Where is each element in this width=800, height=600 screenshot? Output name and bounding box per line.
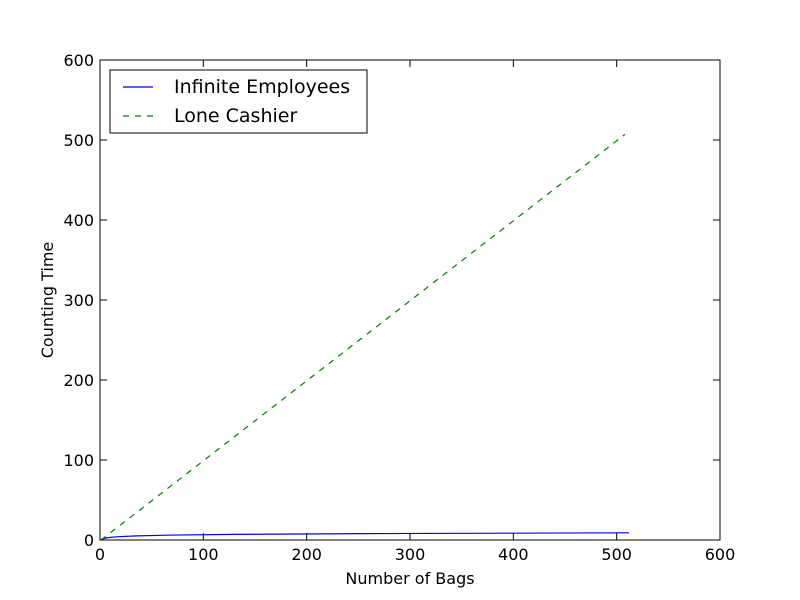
x-tick-label-500: 500: [601, 545, 632, 564]
y-tick-label-200: 200: [63, 371, 94, 390]
ticks-layer: 0 100 200 300 400 500 600 0 100 200 300 400 500 600: [63, 51, 735, 564]
y-tick-label-100: 100: [63, 451, 94, 470]
y-tick-label-0: 0: [84, 531, 94, 550]
x-tick-label-600: 600: [705, 545, 736, 564]
x-tick-label-0: 0: [95, 545, 105, 564]
plot-background: [100, 60, 720, 540]
x-tick-label-300: 300: [395, 545, 426, 564]
legend: Infinite Employees Lone Cashier: [109, 69, 368, 134]
y-tick-label-300: 300: [63, 291, 94, 310]
series-line-lone-cashier: [100, 133, 626, 541]
x-tick-label-400: 400: [498, 545, 529, 564]
x-tick-label-200: 200: [291, 545, 322, 564]
x-tick-label-100: 100: [188, 545, 219, 564]
x-axis-label: Number of Bags: [345, 569, 474, 588]
y-tick-label-500: 500: [63, 131, 94, 150]
legend-label-lone-cashier: Lone Cashier: [174, 105, 297, 127]
y-axis-label: Counting Time: [38, 242, 57, 359]
legend-box: [109, 69, 368, 134]
series-layer: [100, 133, 630, 541]
y-tick-label-400: 400: [63, 211, 94, 230]
legend-label-infinite-employees: Infinite Employees: [174, 76, 350, 98]
y-tick-label-600: 600: [63, 51, 94, 70]
